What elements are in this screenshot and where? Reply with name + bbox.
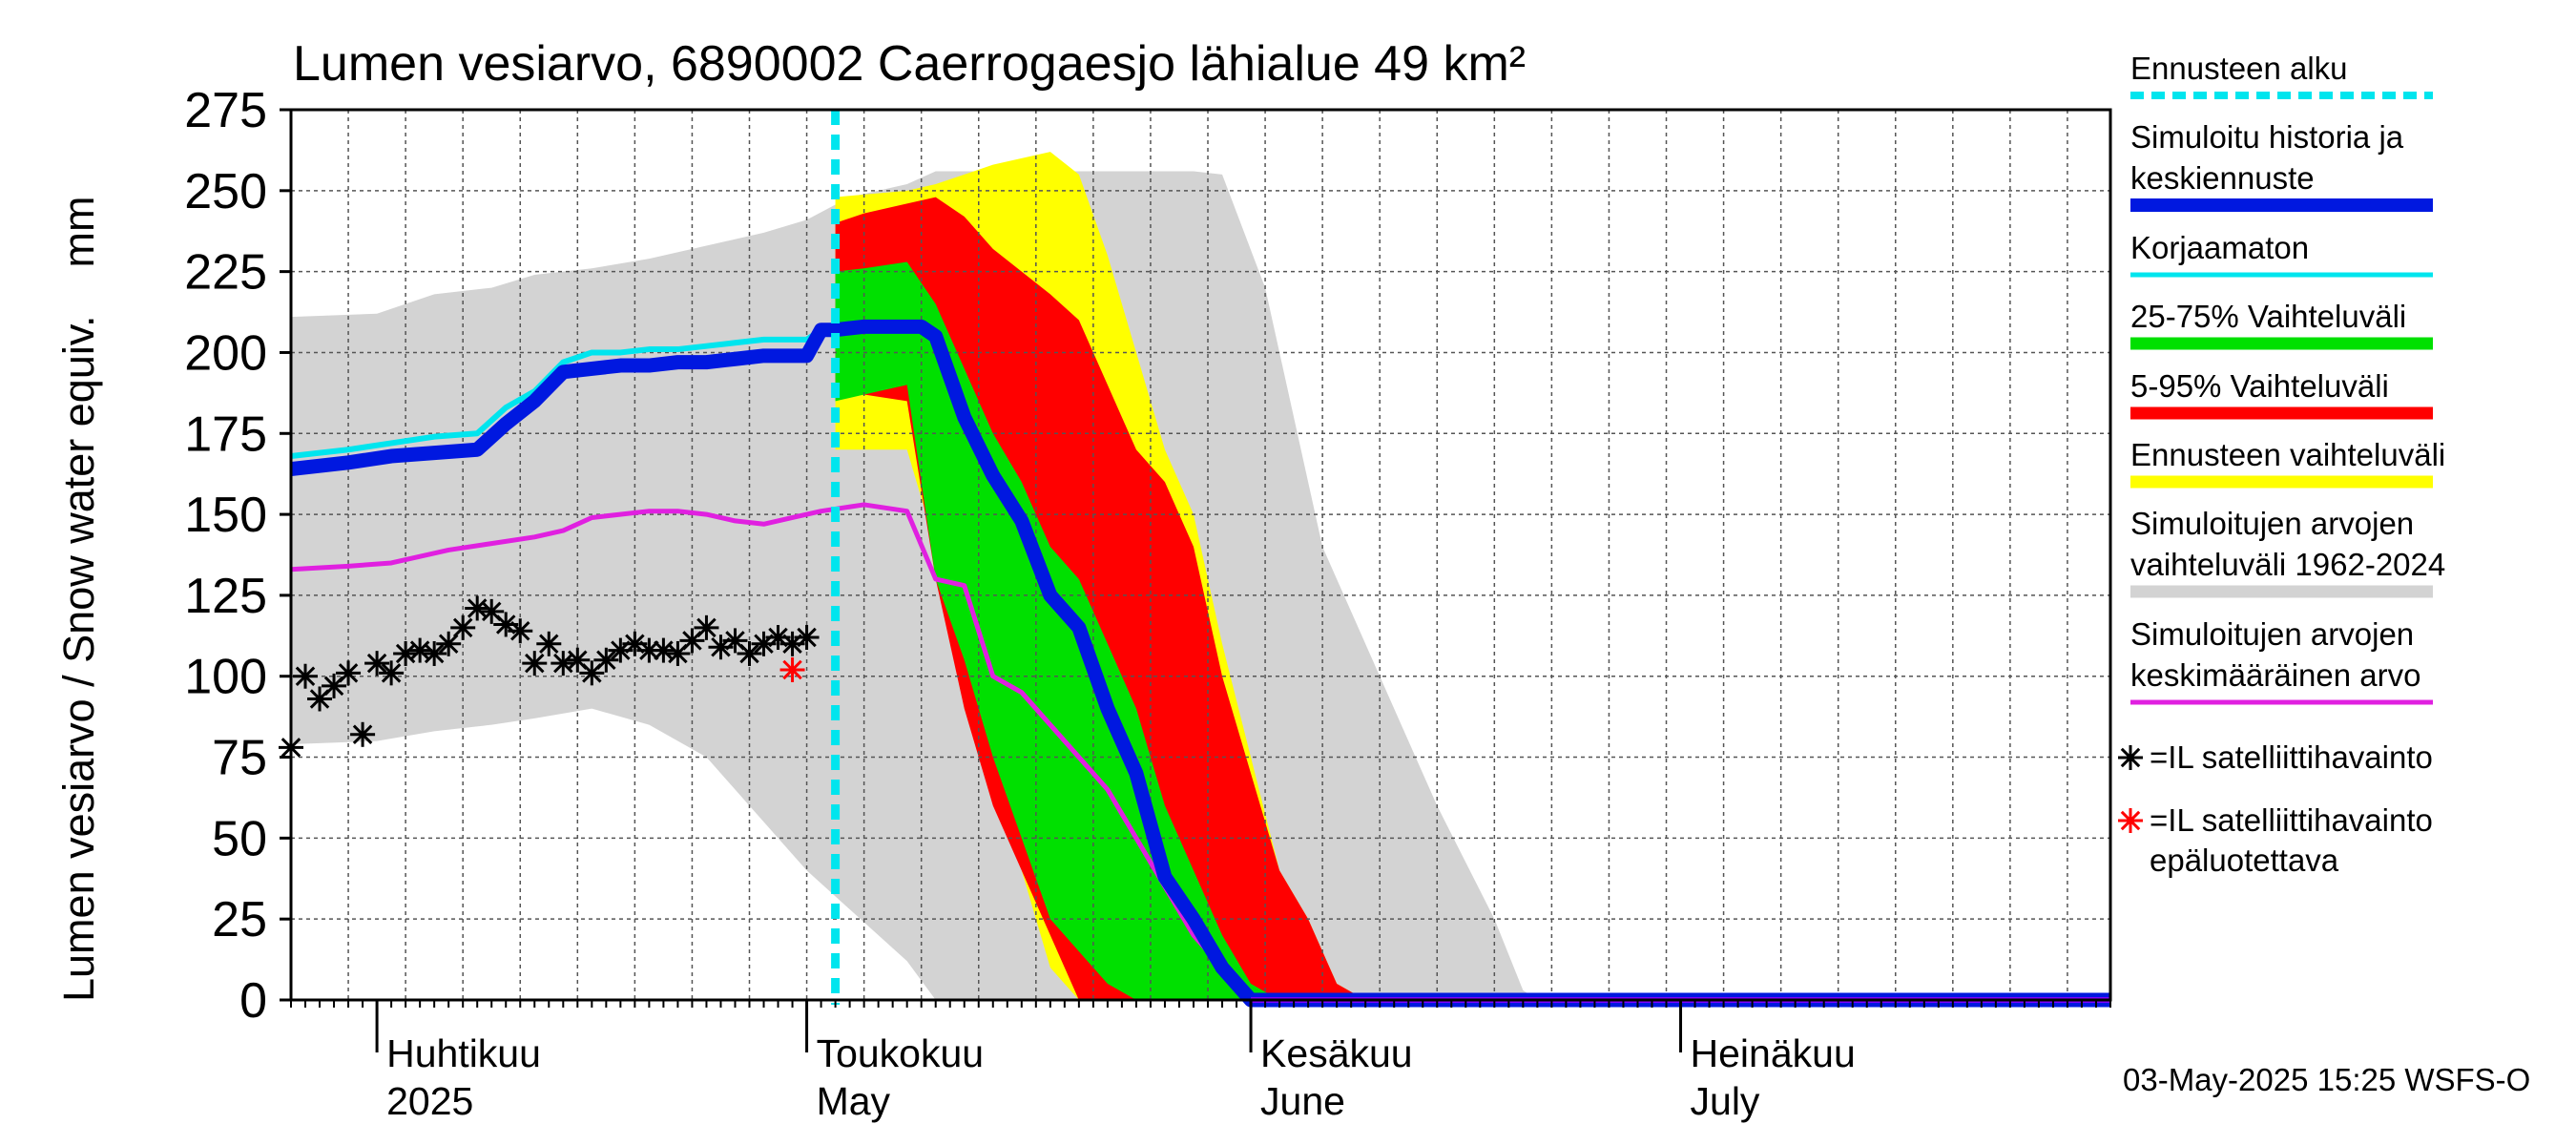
legend-label: =IL satelliittihavainto [2150,739,2433,775]
observation-point [651,637,676,663]
line-korjaamaton [290,326,836,460]
legend-label: Simuloitu historia ja [2130,119,2404,155]
red-star-icon [2118,808,2143,833]
observation-point [536,631,562,656]
observation-point [379,660,405,686]
legend-item-ennusteen-alku: Ennusteen alku [2130,51,2433,99]
y-tick-label: 100 [184,650,267,705]
x-month-label: Kesäkuu [1260,1031,1413,1075]
y-tick-label: 175 [184,406,267,462]
observation-point [436,631,462,656]
grid-lines [291,109,2110,1001]
legend-label: Ennusteen alku [2130,51,2348,86]
line-simuloitu-historia-ja-keskiennuste [290,319,2110,1008]
observation-point [293,663,319,689]
observation-point [322,673,347,698]
legend-label: epäluotettava [2150,843,2339,878]
x-month-label: Heinäkuu [1691,1031,1856,1075]
observation-point [350,721,376,747]
chart-title: Lumen vesiarvo, 6890002 Caerrogaesjo läh… [293,36,1526,92]
y-tick-label: 275 [184,83,267,138]
legend-item-ennusteen-vaihteluv-li: Ennusteen vaihteluväli [2130,437,2445,489]
y-tick-label: 250 [184,164,267,219]
legend-label: 25-75% Vaihteluväli [2130,299,2406,334]
band-layer [291,152,1538,1001]
y-tick-label: 200 [184,325,267,381]
legend-item-simuloitujen-arvojen-vaihteluv-li-1962-2024: Simuloitujen arvojen vaihteluväli 1962-20… [2130,506,2445,598]
legend-label: =IL satelliittihavainto [2150,802,2433,838]
legend-item-simuloitujen-arvojen-keskim-r-inen-arvo: Simuloitujen arvojen keskimääräinen arvo [2130,616,2433,705]
observation-point [737,640,762,666]
observation-point [579,660,605,686]
legend-item-il-satelliittihavainto: =IL satelliittihavainto [2118,739,2433,775]
observation-point [779,656,805,682]
y-tick-label: 75 [212,731,267,786]
legend-label: Simuloitujen arvojen [2130,506,2414,541]
legend: Ennusteen alku Simuloitu historia ja keski… [2118,51,2445,878]
legend-label: Ennusteen vaihteluväli [2130,437,2445,472]
legend-label: keskiennuste [2130,160,2315,196]
legend-label: vaihteluväli 1962-2024 [2130,547,2445,582]
legend-label: 5-95% Vaihteluväli [2130,368,2389,404]
x-month-sublabel: 2025 [386,1079,473,1123]
timestamp: 03-May-2025 15:25 WSFS-O [2123,1062,2530,1097]
legend-item-5-95-vaihteluv-li: 5-95% Vaihteluväli [2130,368,2433,420]
observation-point [694,614,719,640]
observation-point [565,647,591,673]
y-tick-label: 225 [184,245,267,301]
x-month-sublabel: May [817,1079,891,1123]
observation-point [364,651,390,677]
observation-point [393,640,419,666]
observation-point [508,618,533,644]
plot-area [279,108,2112,1008]
x-month-sublabel: June [1260,1079,1345,1123]
y-axis: 0 25 50 75 100 125 150 175 200 225 250 275 [184,83,291,1029]
x-month-label: Huhtikuu [386,1031,541,1075]
observation-point [794,625,820,651]
legend-label: Simuloitujen arvojen [2130,616,2414,652]
legend-label: Korjaamaton [2130,230,2309,265]
y-tick-label: 25 [212,892,267,947]
y-tick-label: 150 [184,488,267,543]
legend-label: keskimääräinen arvo [2130,657,2420,693]
observation-point [522,651,548,677]
observation-point [551,651,576,677]
legend-item-korjaamaton: Korjaamaton [2130,230,2433,278]
band-25-75-vaihteluv-li [835,261,1309,1000]
y-tick-label: 0 [239,973,267,1029]
plot-frame [289,108,2112,1002]
legend-item-simuloitu-historia-ja-keskiennuste: Simuloitu historia ja keskiennuste [2130,119,2433,212]
legend-item-il-satelliittihavainto-ep-luotettava: =IL satelliittihavainto epäluotettava [2118,802,2433,878]
observation-point [465,595,490,621]
y-tick-label: 125 [184,569,267,624]
observation-point [422,640,447,666]
x-month-label: Toukokuu [817,1031,985,1075]
black-star-icon [2118,745,2143,770]
observation-point [593,647,619,673]
observation-points [279,595,820,760]
observation-point [336,660,362,686]
x-month-sublabel: July [1691,1079,1760,1123]
observation-point [450,614,476,640]
legend-item-25-75-vaihteluv-li: 25-75% Vaihteluväli [2130,299,2433,350]
y-tick-label: 50 [212,811,267,866]
y-axis-label: Lumen vesiarvo / Snow water equiv. mm [54,197,103,1003]
observation-point [407,637,433,663]
